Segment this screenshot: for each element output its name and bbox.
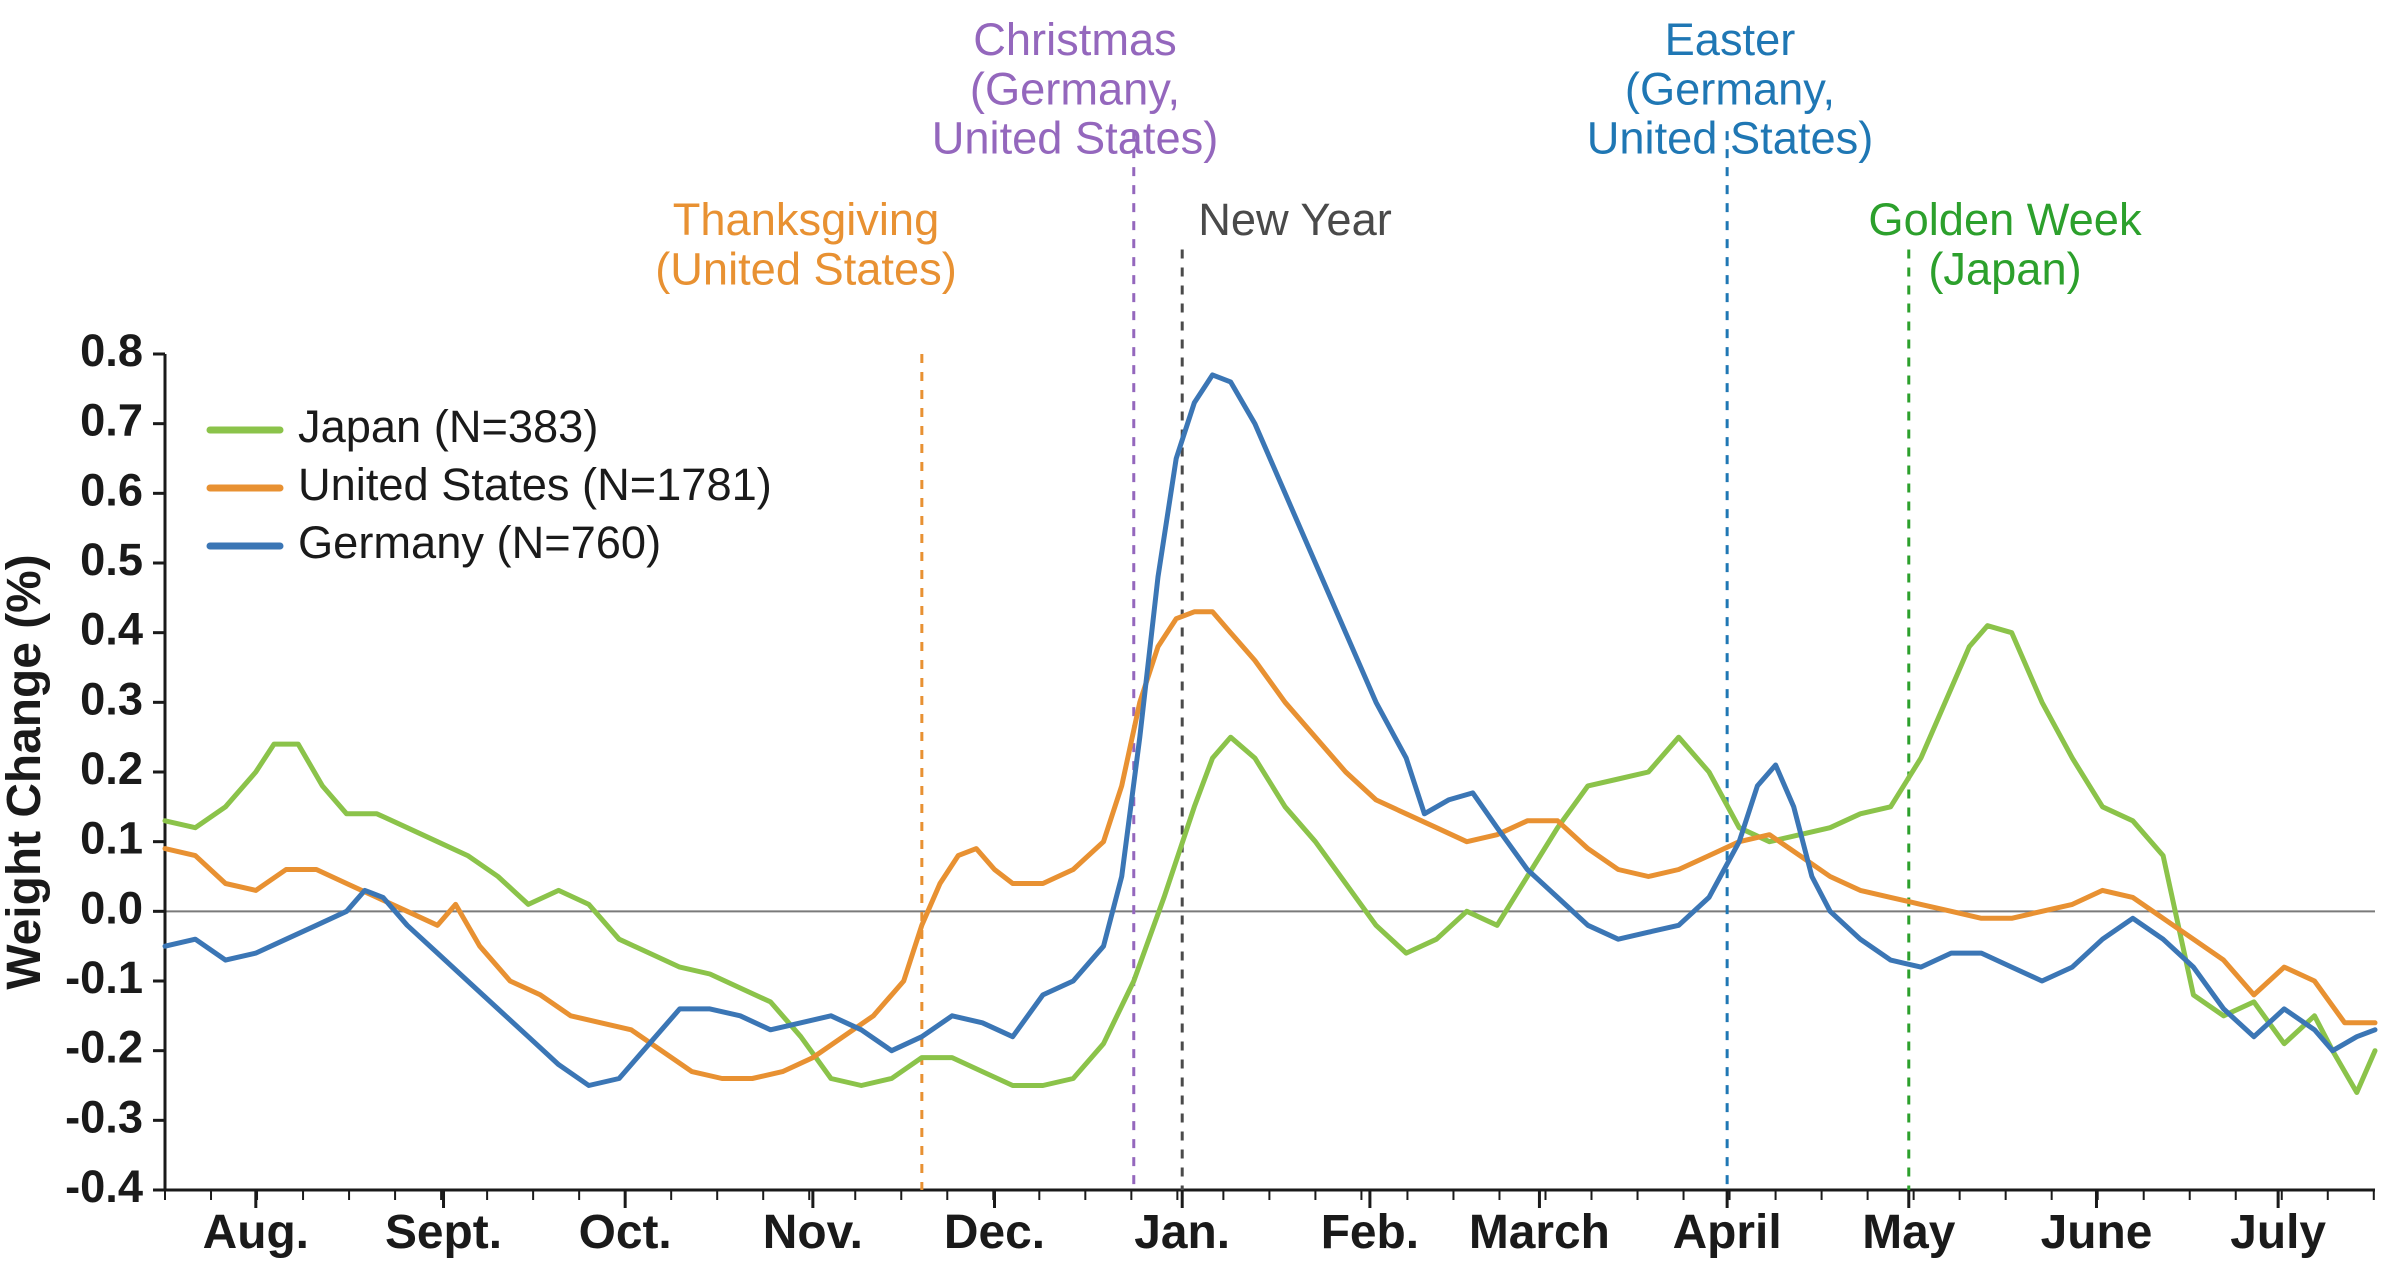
x-tick-label: June (2041, 1206, 2153, 1259)
y-axis-label: Weight Change (%) (0, 554, 51, 989)
y-tick-label: -0.2 (65, 1022, 143, 1073)
y-tick-label: -0.4 (65, 1161, 143, 1212)
event-label: (Germany, (970, 63, 1180, 114)
event-label: Easter (1665, 14, 1796, 65)
weight-change-chart: -0.4 -0.3 -0.2 -0.1 0.0 0.1 0.2 0.3 0.4 0.5 0.6 0.7… (0, 0, 2400, 1262)
event-label: (Germany, (1625, 63, 1835, 114)
x-tick-label: May (1862, 1206, 1956, 1259)
event-label: Thanksgiving (673, 194, 939, 245)
event-label: United States) (932, 113, 1219, 164)
event-label: (United States) (655, 243, 957, 294)
y-tick-label: 0.3 (80, 673, 143, 724)
legend-label: United States (N=1781) (298, 459, 772, 510)
x-tick-label: April (1673, 1206, 1782, 1259)
x-tick-label: Oct. (579, 1206, 672, 1259)
x-tick-label: Feb. (1321, 1206, 1419, 1259)
legend-label: Japan (N=383) (298, 401, 598, 452)
x-tick-label: March (1469, 1206, 1610, 1259)
y-tick-label: 0.6 (80, 464, 143, 515)
y-tick-label: 0.5 (80, 534, 143, 585)
y-tick-label: 0.8 (80, 325, 143, 376)
x-tick-label: Nov. (763, 1206, 863, 1259)
y-tick-label: 0.4 (80, 604, 143, 655)
event-label-group: New Year (1198, 194, 1392, 245)
x-tick-label: Jan. (1134, 1206, 1230, 1259)
chart-svg: -0.4 -0.3 -0.2 -0.1 0.0 0.1 0.2 0.3 0.4 0.5 0.6 0.7… (0, 0, 2400, 1262)
x-tick-label: July (2230, 1206, 2326, 1259)
chart-background (0, 0, 2400, 1262)
event-label: (Japan) (1928, 243, 2081, 294)
y-tick-label: 0.2 (80, 743, 143, 794)
y-tick-label: 0.7 (80, 395, 143, 446)
event-label-group: Thanksgiving(United States) (655, 194, 957, 294)
y-tick-label: 0.0 (80, 882, 143, 933)
event-label: Golden Week (1868, 194, 2142, 245)
event-label: New Year (1198, 194, 1392, 245)
y-tick-label: 0.1 (80, 813, 143, 864)
event-label-group: Christmas(Germany,United States) (932, 14, 1219, 164)
y-tick-label: -0.1 (65, 952, 143, 1003)
y-tick-label: -0.3 (65, 1091, 143, 1142)
x-tick-label: Aug. (203, 1206, 309, 1259)
event-label: United States) (1587, 113, 1874, 164)
legend-label: Germany (N=760) (298, 517, 661, 568)
x-tick-label: Sept. (385, 1206, 502, 1259)
x-tick-label: Dec. (944, 1206, 1045, 1259)
event-label: Christmas (973, 14, 1177, 65)
